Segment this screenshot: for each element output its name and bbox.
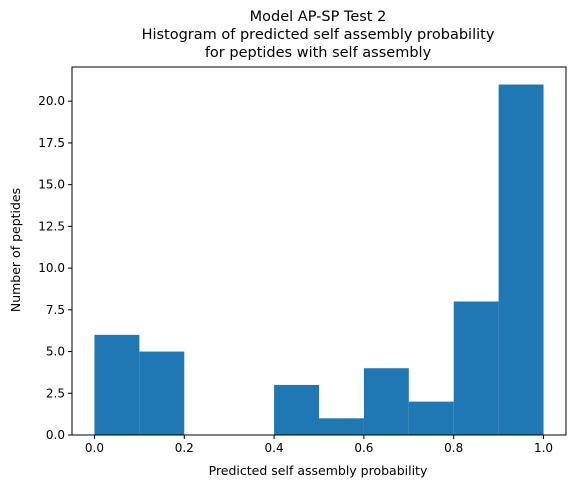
y-tick-label: 10.0 bbox=[38, 261, 65, 275]
y-tick-label: 17.5 bbox=[38, 136, 65, 150]
histogram-bar bbox=[274, 384, 319, 435]
y-axis-ticks: 0.0 2.5 5.0 7.5 10.0 12.5 15.0 17.5 20.0 bbox=[38, 94, 72, 442]
y-tick-label: 15.0 bbox=[38, 178, 65, 192]
histogram-bar bbox=[319, 418, 364, 435]
y-tick-label: 5.0 bbox=[46, 345, 65, 359]
y-tick-label: 12.5 bbox=[38, 219, 65, 233]
x-tick-label: 0.6 bbox=[354, 441, 373, 455]
histogram-bar bbox=[498, 84, 544, 436]
y-tick-label: 20.0 bbox=[38, 94, 65, 108]
y-tick-label: 7.5 bbox=[46, 303, 65, 317]
x-tick-label: 0.0 bbox=[85, 441, 104, 455]
chart-title-line-3: for peptides with self assembly bbox=[205, 45, 432, 61]
x-axis-label: Predicted self assembly probability bbox=[209, 463, 428, 478]
histogram-bar bbox=[453, 301, 499, 435]
y-tick-label: 0.0 bbox=[46, 428, 65, 442]
bars-group bbox=[94, 84, 544, 436]
histogram-bar bbox=[408, 401, 454, 435]
x-tick-label: 1.0 bbox=[534, 441, 553, 455]
y-tick-label: 2.5 bbox=[46, 386, 65, 400]
plot-frame bbox=[71, 66, 567, 436]
x-tick-label: 0.4 bbox=[265, 441, 284, 455]
x-tick-label: 0.8 bbox=[444, 441, 463, 455]
histogram-bar bbox=[94, 334, 140, 435]
chart-title-line-1: Model AP-SP Test 2 bbox=[250, 9, 387, 25]
x-tick-label: 0.2 bbox=[175, 441, 194, 455]
chart-title-line-2: Histogram of predicted self assembly pro… bbox=[142, 27, 495, 43]
histogram-bar bbox=[139, 351, 185, 435]
x-axis-ticks: 0.0 0.2 0.4 0.6 0.8 1.0 bbox=[85, 435, 553, 455]
histogram-bar bbox=[363, 368, 409, 435]
y-axis-label: Number of peptides bbox=[8, 188, 23, 312]
